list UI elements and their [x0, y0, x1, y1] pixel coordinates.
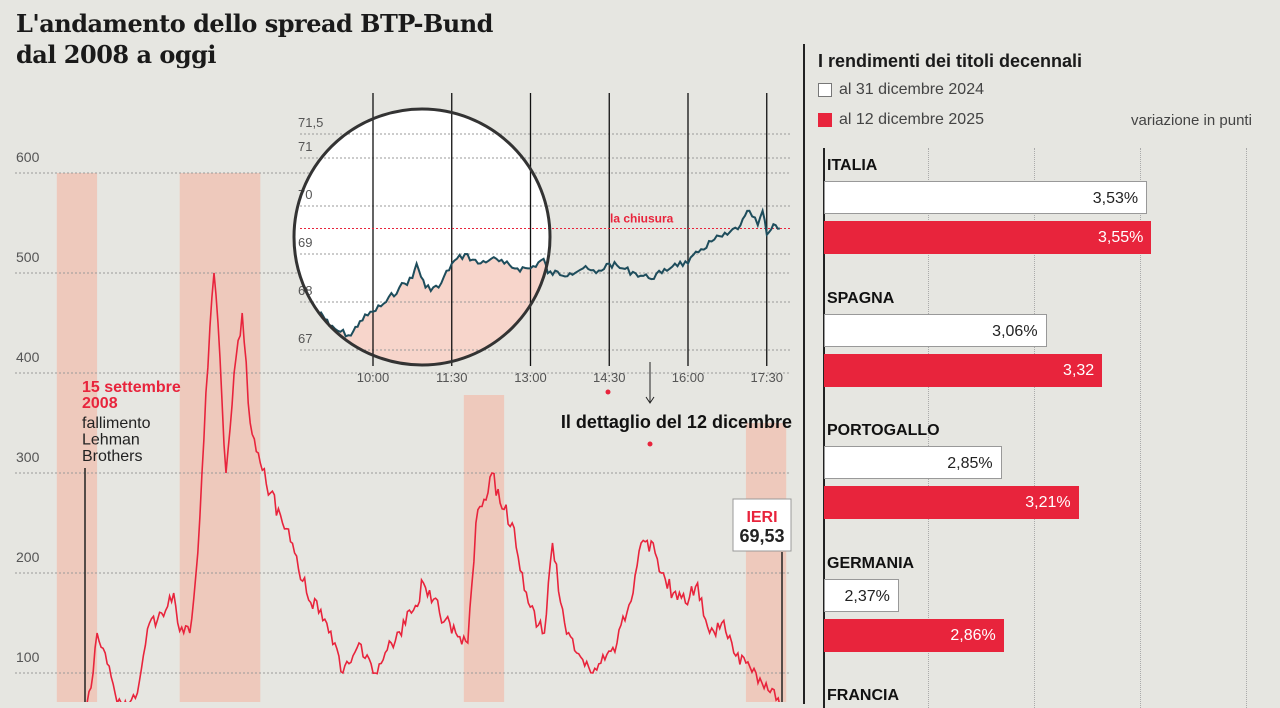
bar-2024: 2,37% — [824, 578, 899, 612]
legend-swatch-white — [818, 83, 832, 97]
y-tick-label: 200 — [16, 549, 40, 565]
close-label: la chiusura — [610, 212, 674, 226]
arrow-down-icon — [645, 396, 655, 404]
gridline — [1246, 148, 1247, 708]
gridline — [1140, 148, 1141, 708]
inset-y-tick: 69 — [298, 235, 312, 250]
inset-y-tick: 71 — [298, 139, 312, 154]
legend-2025: al 12 dicembre 2025 — [818, 111, 984, 129]
recession-band — [745, 423, 787, 702]
bar-axis — [823, 148, 825, 708]
magnifier-ring — [292, 107, 552, 367]
legend-swatch-red — [818, 113, 832, 127]
legend-2024: al 31 dicembre 2024 — [818, 81, 984, 99]
y-tick-label: 100 — [16, 649, 40, 665]
bar-2025: 3,55% — [824, 221, 1152, 254]
intraday-line — [319, 207, 780, 338]
lehman-text: Lehman — [82, 432, 140, 449]
magnified-area — [320, 210, 550, 365]
country-label: SPAGNA — [827, 289, 895, 307]
intraday-title: Il dettaglio del 12 dicembre — [561, 412, 792, 432]
country-label: ITALIA — [827, 157, 878, 174]
recession-band — [463, 395, 505, 702]
y-tick-label: 300 — [16, 449, 40, 465]
inset-x-tick: 17:30 — [750, 370, 783, 385]
inset-x-tick: 11:30 — [436, 370, 468, 385]
bar-2024: 3,53% — [824, 181, 1148, 214]
last-value: 69,53 — [739, 526, 784, 546]
gridline — [928, 148, 929, 708]
panel-divider — [803, 44, 805, 704]
lehman-text: fallimento — [82, 415, 151, 432]
chart-title: L'andamento dello spread BTP-Bund dal 20… — [16, 8, 493, 70]
y-tick-label: 500 — [16, 249, 40, 265]
legend-label: al 12 dicembre 2025 — [839, 111, 984, 128]
bar-2025: 3,32 — [824, 353, 1103, 387]
inset-x-tick: 14:30 — [593, 370, 626, 385]
bar-2024: 3,06% — [824, 313, 1047, 347]
recession-band — [56, 173, 98, 702]
lehman-year: 2008 — [82, 395, 118, 412]
gridline — [1034, 148, 1035, 708]
recession-band — [179, 173, 261, 702]
title-line-2: dal 2008 a oggi — [16, 40, 217, 69]
bar-2025: 3,21% — [824, 486, 1079, 519]
red-dot — [605, 389, 611, 395]
red-dot — [647, 441, 653, 447]
y-tick-label: 400 — [16, 349, 40, 365]
inset-x-tick: 13:00 — [514, 370, 547, 385]
bar-2024: 2,85% — [824, 446, 1002, 479]
y-tick-label: 600 — [16, 149, 40, 165]
lehman-text: Brothers — [82, 448, 142, 465]
variation-header: variazione in punti — [1131, 112, 1252, 129]
country-label: FRANCIA — [827, 687, 899, 704]
bar-2025: 2,86% — [824, 618, 1004, 652]
spread-line — [86, 272, 780, 702]
legend-label: al 31 dicembre 2024 — [839, 81, 984, 98]
inset-y-tick: 71,5 — [298, 115, 323, 130]
inset-x-tick: 10:00 — [357, 370, 390, 385]
inset-y-tick: 67 — [298, 331, 312, 346]
last-value-box — [732, 498, 792, 552]
title-line-1: L'andamento dello spread BTP-Bund — [16, 9, 493, 38]
lehman-date: 15 settembre — [82, 379, 181, 396]
last-value-label: IERI — [746, 509, 777, 526]
inset-x-tick: 16:00 — [672, 370, 705, 385]
country-label: GERMANIA — [827, 554, 915, 572]
country-label: PORTOGALLO — [827, 422, 940, 439]
yields-title: I rendimenti dei titoli decennali — [818, 51, 1083, 71]
